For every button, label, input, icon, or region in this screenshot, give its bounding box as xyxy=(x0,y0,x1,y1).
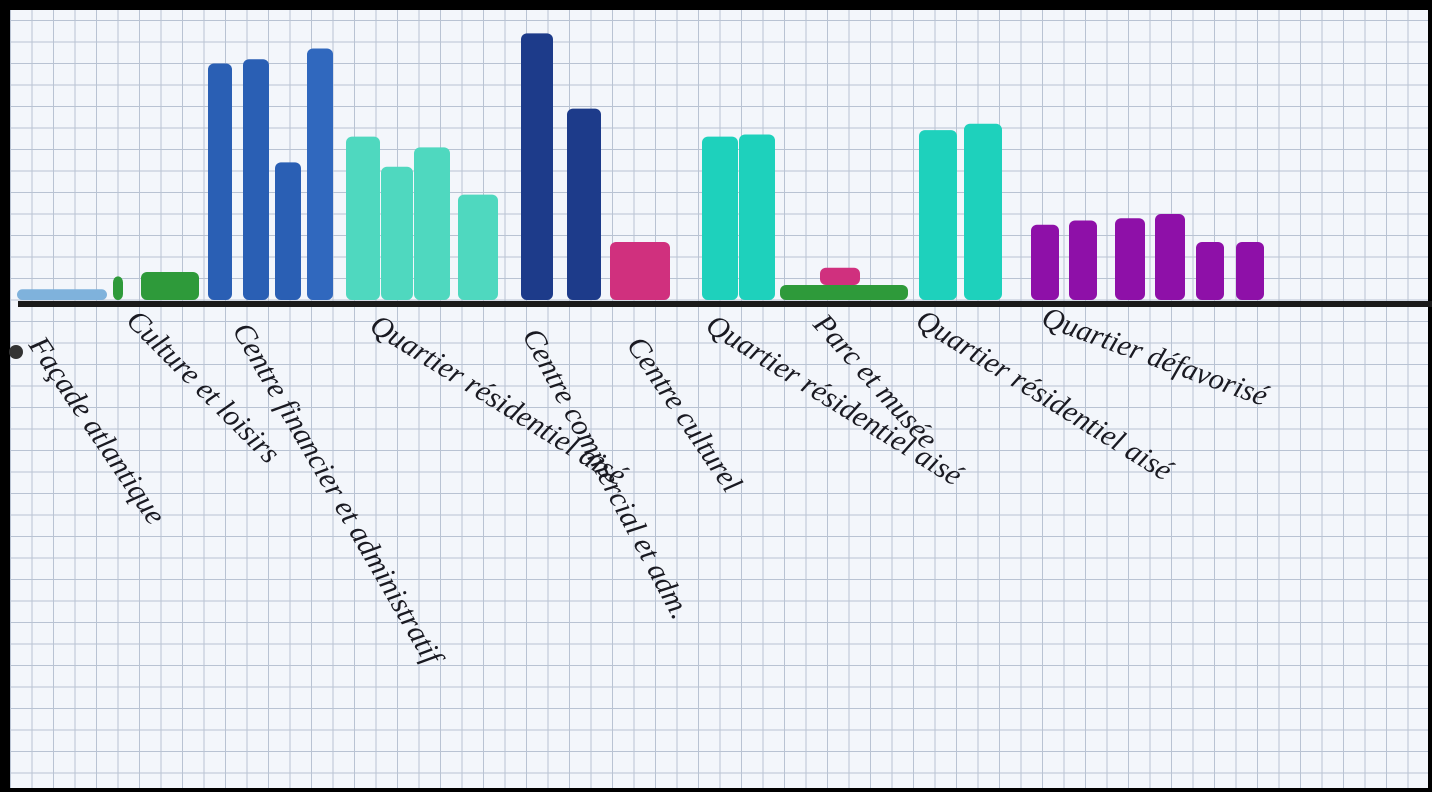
bar xyxy=(610,241,670,300)
bar xyxy=(820,267,860,285)
bar xyxy=(458,194,498,300)
bar xyxy=(1236,241,1264,300)
bar xyxy=(1196,241,1224,300)
bar xyxy=(780,284,908,300)
screen-dot xyxy=(9,345,23,359)
bar xyxy=(113,276,123,300)
bar xyxy=(702,136,738,300)
bar xyxy=(381,166,413,300)
bar xyxy=(567,108,601,301)
bar xyxy=(1069,220,1097,300)
bar xyxy=(919,130,957,300)
bar xyxy=(346,136,380,300)
bar xyxy=(307,48,333,301)
bar xyxy=(17,289,107,300)
category-label: Façade atlantique xyxy=(22,330,172,531)
category-label: Centre culturel xyxy=(620,330,748,498)
bar xyxy=(414,147,450,300)
bar xyxy=(521,33,553,301)
bar xyxy=(275,162,301,300)
bar xyxy=(1115,218,1145,300)
bar xyxy=(243,59,269,301)
bar xyxy=(1155,214,1185,300)
bar xyxy=(208,63,232,300)
category-label: Centre financier et administratif xyxy=(226,317,450,673)
bar xyxy=(1031,224,1059,300)
bar xyxy=(964,123,1002,300)
bar xyxy=(141,272,199,300)
bar xyxy=(739,134,775,300)
